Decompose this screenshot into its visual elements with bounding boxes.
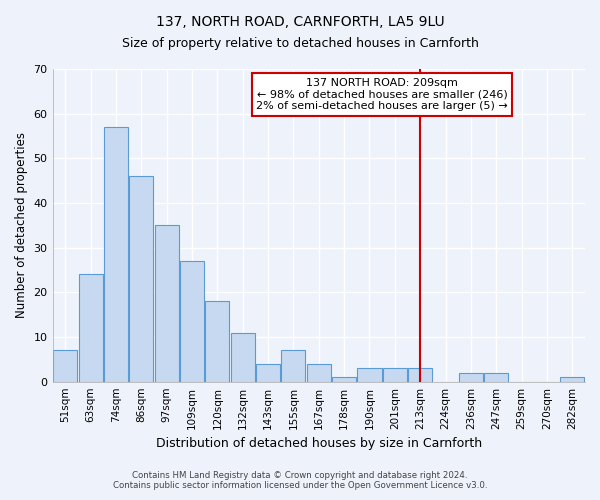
Bar (484, 372, 508, 382)
Text: 137, NORTH ROAD, CARNFORTH, LA5 9LU: 137, NORTH ROAD, CARNFORTH, LA5 9LU (155, 15, 445, 29)
Text: 137 NORTH ROAD: 209sqm
← 98% of detached houses are smaller (246)
2% of semi-det: 137 NORTH ROAD: 209sqm ← 98% of detached… (256, 78, 508, 111)
Bar (180, 261, 204, 382)
Bar (79, 274, 103, 382)
Bar (383, 368, 407, 382)
Bar (129, 176, 154, 382)
X-axis label: Distribution of detached houses by size in Carnforth: Distribution of detached houses by size … (156, 437, 482, 450)
Bar (104, 127, 128, 382)
Bar (307, 364, 331, 382)
Bar (256, 364, 280, 382)
Bar (358, 368, 382, 382)
Bar (230, 332, 255, 382)
Y-axis label: Number of detached properties: Number of detached properties (15, 132, 28, 318)
Bar (408, 368, 432, 382)
Bar (332, 377, 356, 382)
Text: Contains HM Land Registry data © Crown copyright and database right 2024.
Contai: Contains HM Land Registry data © Crown c… (113, 470, 487, 490)
Bar (53, 350, 77, 382)
Bar (459, 372, 483, 382)
Bar (560, 377, 584, 382)
Bar (205, 302, 229, 382)
Bar (155, 226, 179, 382)
Bar (281, 350, 305, 382)
Text: Size of property relative to detached houses in Carnforth: Size of property relative to detached ho… (122, 38, 478, 51)
